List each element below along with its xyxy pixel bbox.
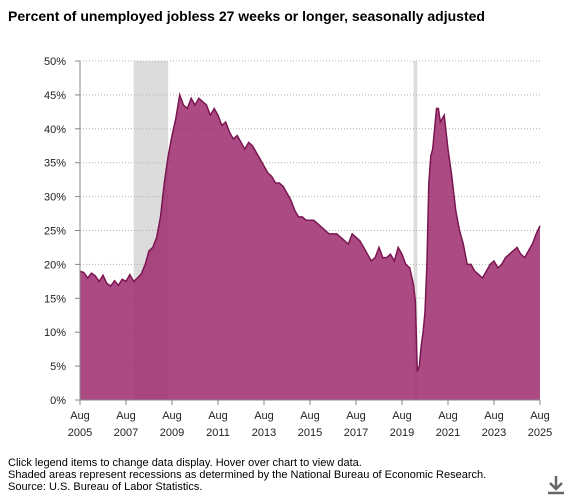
- note-interaction: Click legend items to change data displa…: [8, 457, 362, 469]
- x-tick-month: Aug: [208, 410, 228, 422]
- recession-band-1: [413, 61, 418, 400]
- y-tick-label: 45%: [44, 90, 66, 102]
- x-tick-year: 2005: [68, 427, 92, 439]
- series-area[interactable]: [79, 91, 541, 401]
- x-tick-year: 2019: [390, 427, 414, 439]
- x-tick-month: Aug: [346, 410, 366, 422]
- y-tick-label: 5%: [50, 361, 66, 373]
- y-tick-label: 0%: [50, 395, 66, 407]
- x-tick-year: 2015: [298, 427, 322, 439]
- x-tick-month: Aug: [300, 410, 320, 422]
- y-tick-label: 15%: [44, 293, 66, 305]
- x-tick-month: Aug: [254, 410, 274, 422]
- y-tick-label: 30%: [44, 192, 66, 204]
- x-tick-year: 2017: [344, 427, 368, 439]
- y-tick-label: 25%: [44, 226, 66, 238]
- x-tick-year: 2009: [160, 427, 184, 439]
- x-tick-month: Aug: [530, 410, 550, 422]
- series-line[interactable]: [79, 91, 541, 372]
- x-tick-month: Aug: [438, 410, 458, 422]
- y-tick-labels: 0% 5% 10% 15% 20% 25% 30% 35% 40% 45% 50%: [44, 56, 80, 407]
- note-source: Source: U.S. Bureau of Labor Statistics.: [8, 481, 203, 493]
- x-tick-year: 2007: [114, 427, 138, 439]
- x-tick-month: Aug: [392, 410, 412, 422]
- y-tick-label: 10%: [44, 327, 66, 339]
- y-tick-label: 50%: [44, 56, 66, 68]
- x-tick-month: Aug: [162, 410, 182, 422]
- x-tick-year: 2025: [528, 427, 552, 439]
- download-icon[interactable]: [545, 474, 567, 496]
- x-tick-year: 2023: [482, 427, 506, 439]
- y-tick-label: 35%: [44, 158, 66, 170]
- x-tick-month: Aug: [116, 410, 136, 422]
- note-recession: Shaded areas represent recessions as det…: [8, 469, 487, 481]
- chart-area[interactable]: 0%5%10%15%20%25%30%35%40%45%50% Aug2005A…: [0, 0, 580, 450]
- x-tick-month: Aug: [70, 410, 90, 422]
- y-tick-label: 40%: [44, 124, 66, 136]
- chart-title: Percent of unemployed jobless 27 weeks o…: [8, 8, 485, 24]
- x-tick-month: Aug: [484, 410, 504, 422]
- series-area-fill[interactable]: [80, 94, 540, 401]
- x-tick-year: 2011: [206, 427, 230, 439]
- x-tick-labels: Aug 2005 Aug 2007 Aug 2009 Aug 2011 Aug 2013 Aug 20…: [68, 400, 552, 439]
- x-tick-year: 2021: [436, 427, 460, 439]
- chart-notes: Click legend items to change data displa…: [8, 457, 486, 493]
- y-tick-label: 20%: [44, 259, 66, 271]
- x-tick-year: 2013: [252, 427, 276, 439]
